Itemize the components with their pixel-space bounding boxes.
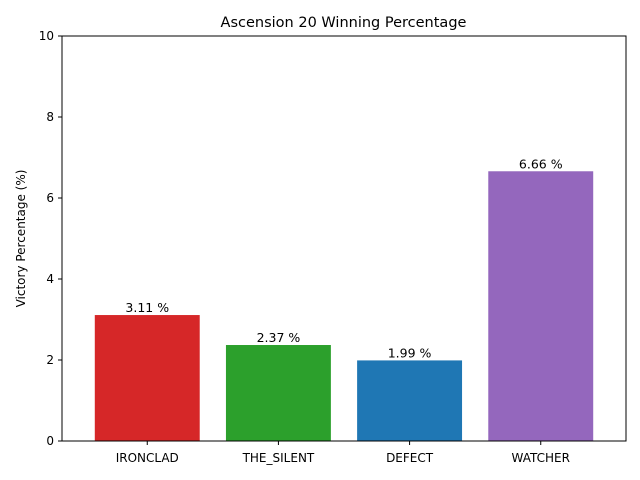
y-tick-label: 8 [46,110,54,124]
x-tick-label: DEFECT [386,451,434,465]
bar-the-silent [225,345,331,441]
plot-area: 3.11 % 2.37 % 1.99 % 6.66 % [94,156,594,441]
x-tick-label: THE_SILENT [242,451,315,465]
y-axis: 0 2 4 6 8 10 [39,29,62,448]
x-tick-label: WATCHER [512,451,570,465]
bar-watcher [488,171,594,441]
y-tick-label: 10 [39,29,54,43]
y-tick-label: 4 [46,272,54,286]
y-tick-label: 0 [46,434,54,448]
bar-defect [357,360,463,441]
y-axis-label: Victory Percentage (%) [14,170,28,308]
x-axis: IRONCLAD THE_SILENT DEFECT WATCHER [116,441,570,465]
x-tick-label: IRONCLAD [116,451,179,465]
y-tick-label: 6 [46,191,54,205]
data-label: 6.66 % [519,156,563,171]
axes-frame [61,35,627,442]
bar-ironclad [94,315,200,441]
chart-title: Ascension 20 Winning Percentage [221,15,467,31]
data-label: 1.99 % [388,345,432,360]
data-label: 2.37 % [257,330,301,345]
data-label: 3.11 % [125,300,169,315]
y-tick-label: 2 [46,353,54,367]
